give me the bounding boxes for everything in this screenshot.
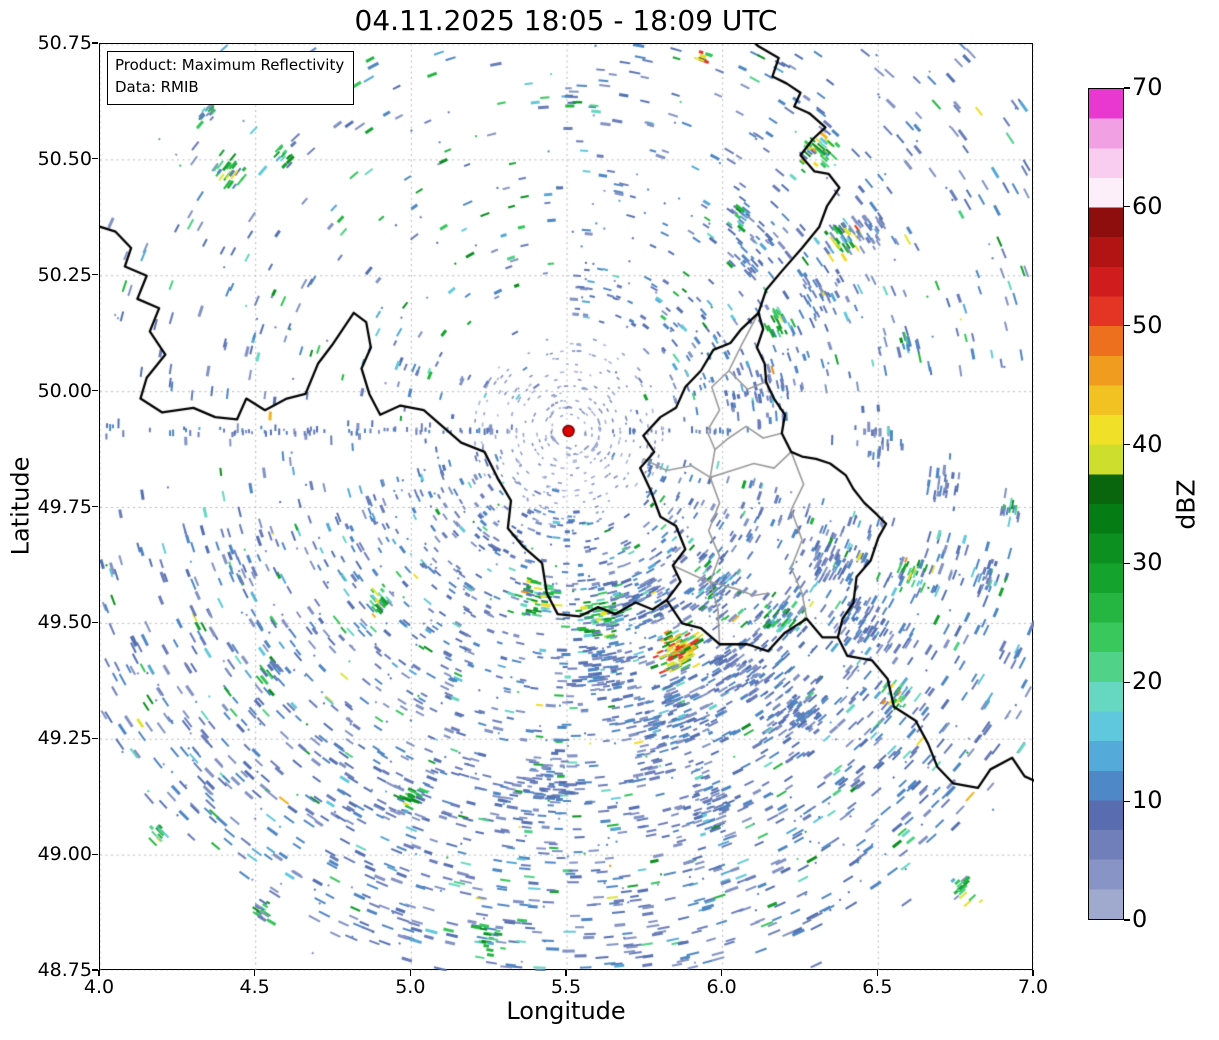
colorbar-tick-mark — [1124, 206, 1130, 208]
x-tick-mark — [876, 970, 878, 976]
y-tick-mark — [92, 969, 98, 971]
colorbar-label: dBZ — [1168, 354, 1204, 654]
y-tick-mark — [92, 390, 98, 392]
y-tick-label: 50.00 — [37, 379, 92, 402]
x-tick-label: 4.0 — [83, 976, 115, 998]
colorbar-tick-mark — [1124, 800, 1130, 802]
x-tick-mark — [98, 970, 100, 976]
x-tick-mark — [565, 970, 567, 976]
y-tick-label: 49.50 — [37, 611, 92, 634]
colorbar-tick-mark — [1124, 443, 1130, 446]
colorbar-tick-label: 40 — [1132, 429, 1163, 458]
x-tick-mark — [1032, 970, 1034, 976]
y-tick-mark — [92, 274, 98, 276]
radar-map-canvas — [100, 44, 1034, 971]
y-tick-label: 50.25 — [37, 263, 92, 286]
colorbar-tick-label: 0 — [1132, 905, 1148, 933]
plot-title: 04.11.2025 18:05 - 18:09 UTC — [354, 4, 778, 37]
colorbar-label-text: dBZ — [1171, 478, 1201, 530]
x-tick-mark — [721, 970, 723, 976]
y-tick-label: 50.75 — [37, 32, 92, 54]
y-tick-label: 50.50 — [37, 147, 92, 170]
x-tick-mark — [254, 970, 256, 976]
y-tick-mark — [92, 853, 98, 855]
x-axis-label: Longitude — [506, 997, 626, 1025]
y-tick-label: 49.25 — [37, 727, 92, 750]
x-tick-label: 7.0 — [1017, 976, 1049, 998]
y-tick-mark — [92, 737, 98, 739]
product-name-text: Product: Maximum Reflectivity — [115, 56, 345, 74]
y-axis-label-text: Latitude — [6, 456, 34, 556]
x-tick-label: 5.5 — [550, 976, 582, 998]
y-tick-mark — [92, 621, 98, 623]
colorbar-tick-label: 10 — [1132, 786, 1163, 815]
product-info-box: Product: Maximum Reflectivity Data: RMIB — [107, 51, 355, 105]
colorbar-tick-mark — [1124, 562, 1130, 565]
map-plot-area: Product: Maximum Reflectivity Data: RMIB — [99, 43, 1034, 971]
colorbar-tick-label: 70 — [1132, 73, 1163, 101]
y-tick-label: 49.75 — [37, 495, 92, 518]
colorbar-tick-label: 30 — [1132, 548, 1163, 577]
y-tick-mark — [92, 158, 98, 160]
y-tick-mark — [92, 505, 98, 508]
x-tick-label: 4.5 — [239, 976, 270, 998]
y-tick-label: 49.00 — [37, 843, 92, 866]
y-tick-mark — [92, 42, 98, 44]
colorbar-tick-mark — [1124, 919, 1130, 921]
colorbar-tick-label: 50 — [1132, 310, 1163, 339]
colorbar-tick-mark — [1124, 87, 1130, 89]
y-axis-label: Latitude — [4, 356, 36, 656]
y-tick-label: 48.75 — [37, 959, 92, 981]
colorbar-tick-mark — [1124, 325, 1130, 327]
colorbar-tick-label: 60 — [1132, 191, 1163, 220]
x-tick-label: 6.0 — [706, 976, 737, 998]
colorbar — [1088, 88, 1124, 920]
x-tick-label: 5.0 — [395, 976, 426, 998]
colorbar-tick-mark — [1124, 681, 1130, 683]
data-source-text: Data: RMIB — [115, 77, 199, 96]
colorbar-gradient — [1089, 89, 1123, 919]
x-tick-label: 6.5 — [862, 976, 893, 998]
x-tick-mark — [409, 970, 411, 976]
colorbar-tick-label: 20 — [1132, 667, 1163, 696]
